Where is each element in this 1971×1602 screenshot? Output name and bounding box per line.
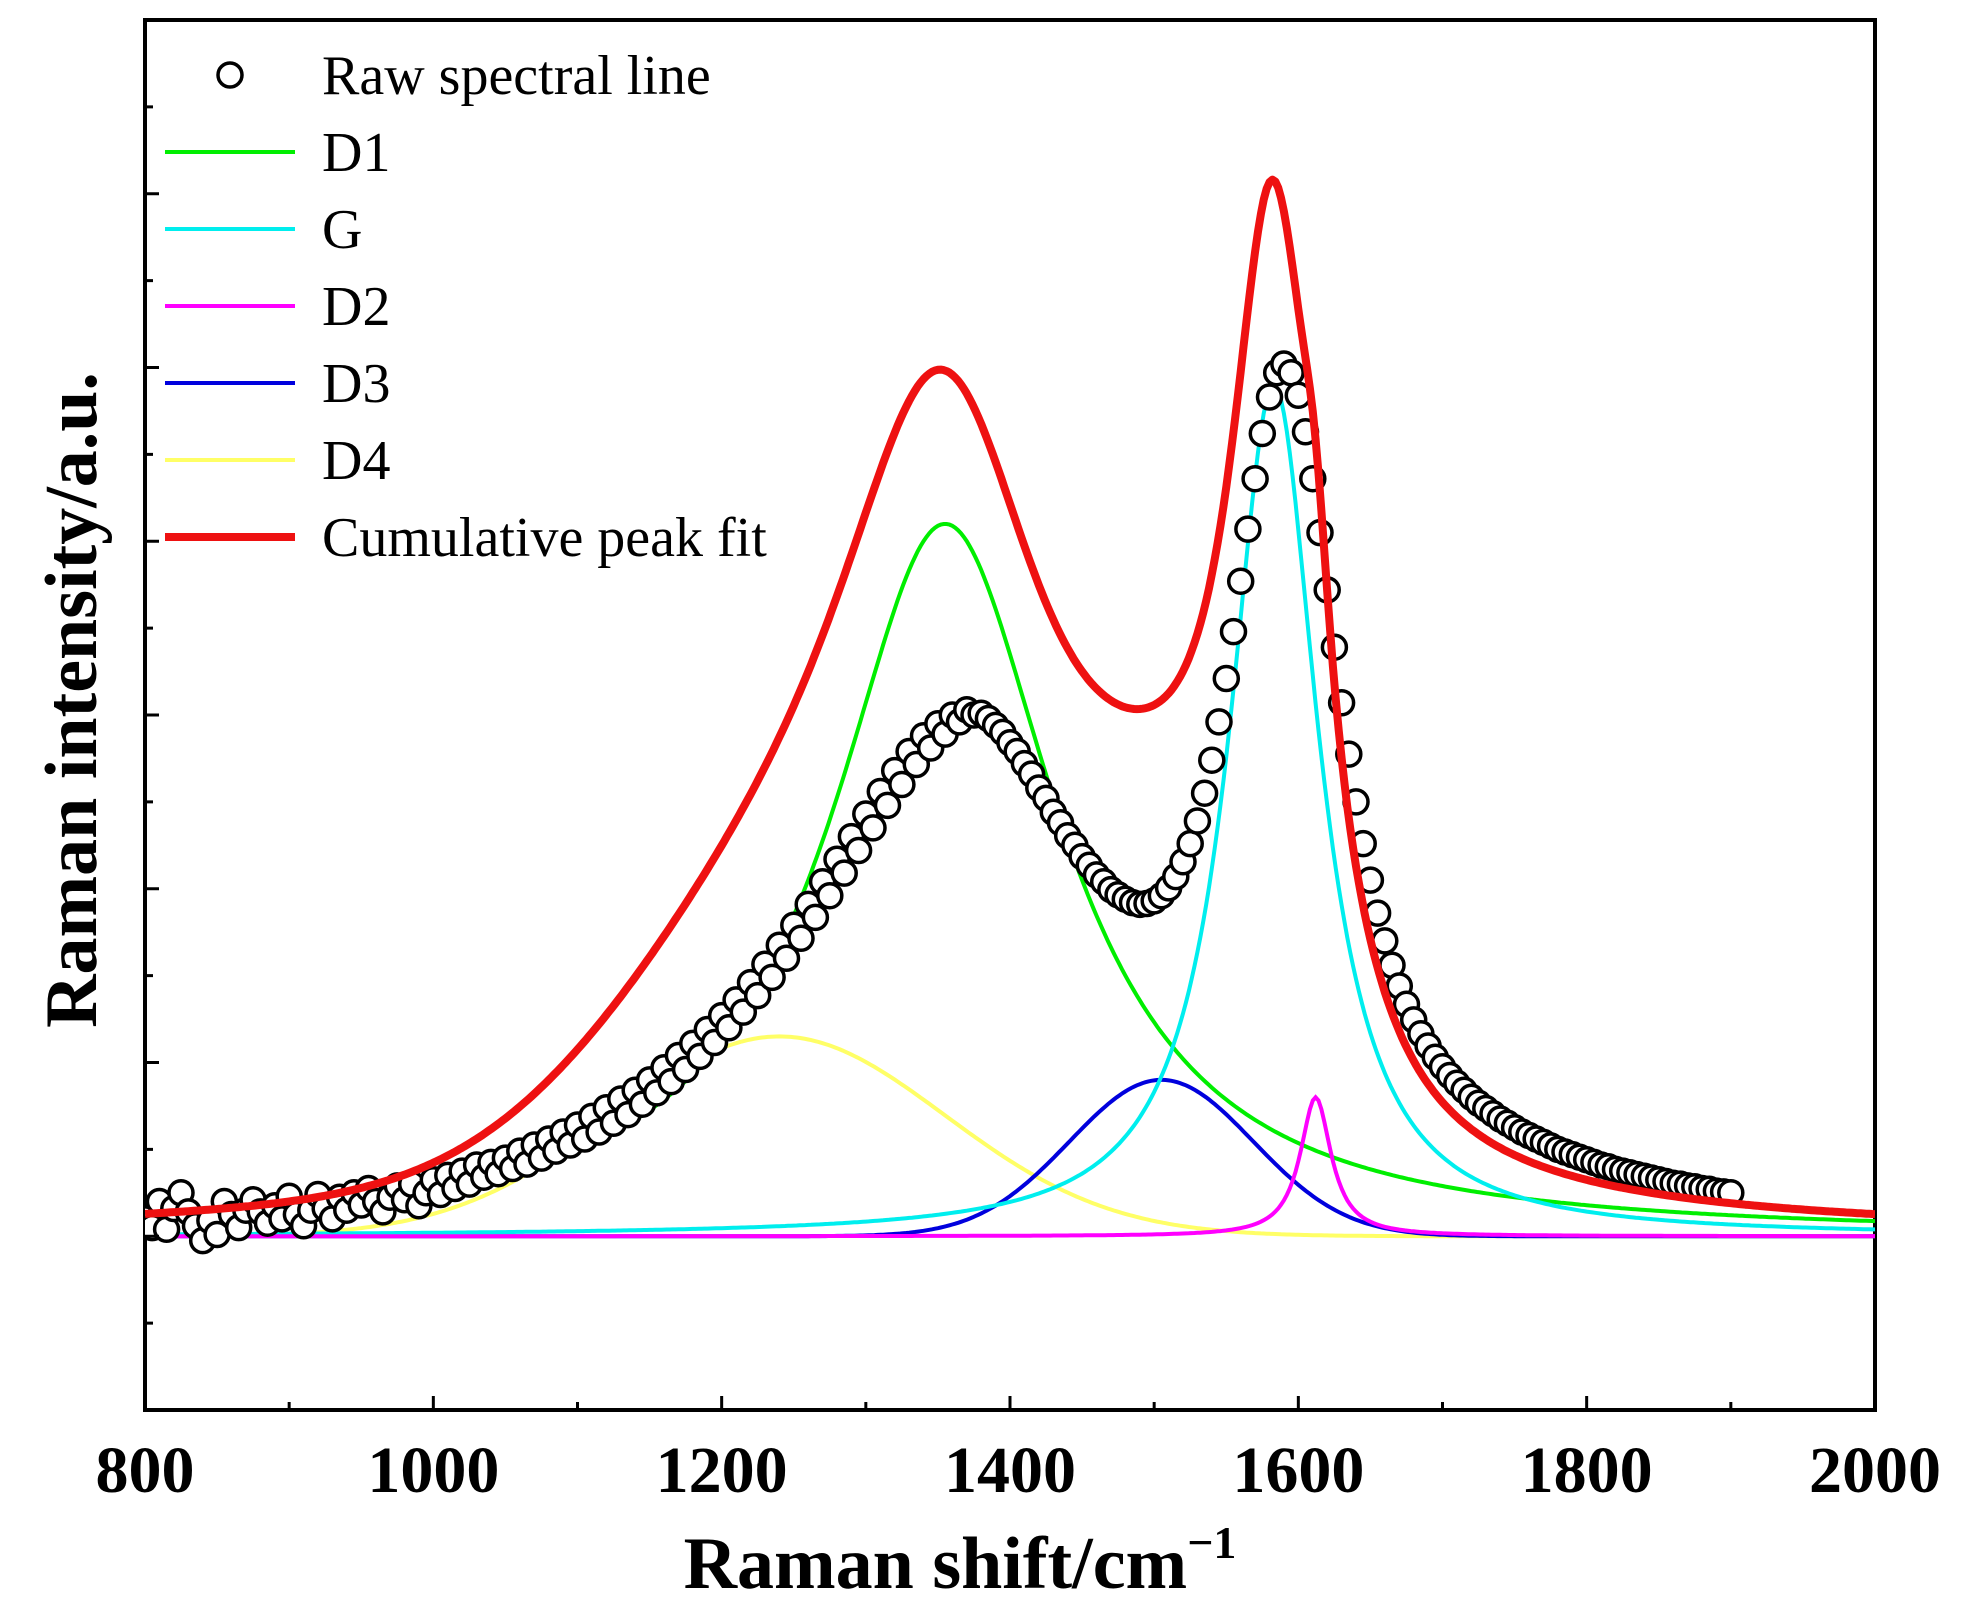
x-axis-title: Raman shift/cm−1 [684, 1517, 1237, 1602]
raw-data-point [801, 903, 830, 932]
x-tick-label: 1200 [656, 1434, 788, 1507]
x-tick-label: 800 [96, 1434, 195, 1507]
raw-data-point [1726, 0, 1750, 12]
raw-data-point [772, 944, 801, 973]
legend-label: Raw spectral line [322, 45, 711, 107]
raw-data-point [758, 963, 786, 992]
raw-data-point [1733, 0, 1757, 12]
raw-data-point [1176, 829, 1204, 858]
raw-data-point [1277, 358, 1305, 387]
legend-marker-raw [216, 61, 244, 89]
x-axis-tick-labels: 800 1000 1200 1400 1600 1800 2000 [96, 1434, 1942, 1507]
raw-data-point [1784, 0, 1808, 12]
raw-spectral-points [145, 0, 1887, 1255]
raw-data-point [1849, 0, 1873, 12]
legend-label: Cumulative peak fit [322, 507, 767, 569]
raw-data-point [1820, 0, 1844, 12]
x-axis-title-superscript: −1 [1187, 1517, 1236, 1568]
raw-data-point [1769, 0, 1793, 12]
legend-label: D1 [322, 122, 390, 184]
raw-data-point [1219, 617, 1248, 646]
raw-data-point [1183, 807, 1212, 835]
raw-data-point [1791, 0, 1815, 12]
raw-data-point [1748, 0, 1772, 12]
x-tick-label: 1800 [1521, 1434, 1653, 1507]
y-axis-ticks [145, 18, 159, 1412]
legend-label: D3 [322, 353, 390, 415]
cumulative-fit-curve [145, 175, 1875, 1219]
raw-data-point [816, 881, 844, 910]
raw-data-point [1226, 567, 1255, 595]
raw-data-point [1841, 0, 1865, 12]
raw-data-point [1762, 0, 1786, 12]
x-tick-label: 1600 [1232, 1434, 1364, 1507]
legend-label: D2 [322, 276, 390, 338]
raw-data-point [1863, 0, 1887, 12]
component-curve-g [145, 383, 1875, 1237]
raw-data-point [1755, 0, 1779, 12]
raw-data-point [1234, 515, 1262, 543]
legend-label: G [322, 199, 362, 261]
x-axis-ticks [143, 1396, 1877, 1410]
raw-data-point [787, 924, 815, 953]
raw-data-point [1190, 779, 1219, 807]
raw-data-point [1856, 0, 1880, 12]
cumulative-fit-group [145, 175, 1875, 1219]
raw-data-point [1813, 0, 1837, 12]
raw-data-point [844, 836, 873, 865]
x-tick-label: 1000 [367, 1434, 499, 1507]
raw-data-point [1798, 0, 1822, 12]
raw-data-point [1805, 0, 1829, 12]
raw-data-point [888, 770, 916, 799]
raw-data-point [1248, 419, 1277, 448]
raw-data-point [859, 814, 887, 842]
raw-data-point [1834, 0, 1858, 12]
raw-data-point [1241, 464, 1269, 493]
x-tick-label: 2000 [1809, 1434, 1941, 1507]
x-tick-label: 1400 [944, 1434, 1076, 1507]
raw-data-point [1205, 708, 1233, 736]
legend: Raw spectral line D1 G D2 D3 D4 Cumulative pea… [165, 45, 767, 569]
raw-data-point [1777, 0, 1801, 12]
y-axis-title: Raman intensity/a.u. [31, 372, 113, 1028]
raw-data-point [1255, 383, 1284, 411]
raw-data-point [830, 859, 858, 887]
raw-data-point [743, 981, 772, 1010]
raw-data-point [1827, 0, 1851, 12]
raw-data-point [1212, 664, 1241, 693]
raw-data-point [1741, 0, 1765, 12]
raw-data-point [1198, 746, 1226, 774]
raw-data-point [873, 791, 902, 820]
component-curve-d2 [145, 1094, 1875, 1239]
legend-label: D4 [322, 430, 390, 492]
